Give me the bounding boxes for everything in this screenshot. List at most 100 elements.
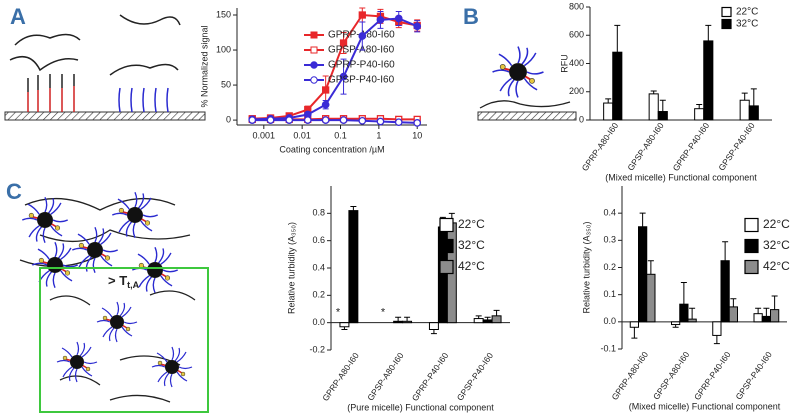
y-tick-label: 0.3 bbox=[603, 235, 616, 245]
point bbox=[413, 119, 422, 127]
point bbox=[376, 117, 385, 126]
y-tick-label: 0.8 bbox=[312, 208, 325, 218]
x-tick-label: 0.1 bbox=[334, 130, 347, 140]
bar bbox=[339, 322, 350, 328]
x-tick-label: GPRP-P40-I60 bbox=[692, 349, 733, 401]
x-tick-label: GPRP-A80-I60 bbox=[320, 350, 361, 402]
legend-swatch bbox=[439, 217, 454, 233]
legend-label: GPSP-P40-I60 bbox=[328, 75, 395, 86]
error-bar bbox=[722, 241, 729, 261]
bar bbox=[687, 318, 697, 323]
legend-label: 22°C bbox=[736, 7, 758, 18]
error-bar bbox=[705, 24, 712, 41]
error-bar bbox=[755, 307, 762, 314]
error-bar bbox=[771, 295, 778, 310]
y-tick-label: 0.1 bbox=[603, 289, 616, 299]
legend-label: 32°C bbox=[458, 238, 485, 252]
bar bbox=[703, 40, 714, 121]
y-tick-label: 150 bbox=[216, 9, 231, 19]
point bbox=[394, 14, 403, 23]
point bbox=[358, 11, 366, 19]
bar bbox=[679, 303, 689, 323]
error-bar bbox=[395, 316, 402, 322]
y-tick-label: -0.2 bbox=[309, 344, 325, 354]
bar bbox=[671, 321, 681, 326]
x-tick-label: GPRP-P40-I60 bbox=[671, 120, 712, 172]
x-tick-label: 0.001 bbox=[253, 130, 276, 140]
error-bar bbox=[713, 335, 720, 345]
x-axis-label: (Mixed micelle) Functional component bbox=[605, 172, 757, 182]
x-axis-label: (Pure micelle) Functional component bbox=[347, 402, 494, 412]
x-tick-label: GPSP-A80-I60 bbox=[365, 350, 406, 402]
error-bar bbox=[631, 327, 638, 339]
x-axis-label: Coating concentration /µM bbox=[279, 144, 384, 154]
error-bar bbox=[484, 316, 491, 320]
x-tick-label: 1 bbox=[376, 130, 381, 140]
bar bbox=[694, 108, 705, 121]
legend-label: 42°C bbox=[763, 259, 790, 273]
schematic-c: > Tt,A bbox=[19, 191, 209, 413]
bar bbox=[393, 320, 404, 324]
bar bbox=[770, 309, 780, 323]
y-tick-label: 100 bbox=[216, 44, 231, 54]
point bbox=[358, 32, 367, 40]
bar bbox=[348, 210, 359, 324]
legend-swatch bbox=[721, 6, 732, 18]
x-tick-label: GPRP-A80-I60 bbox=[580, 120, 621, 172]
bar bbox=[748, 105, 759, 121]
error-bar bbox=[350, 206, 357, 211]
error-bar bbox=[696, 103, 703, 109]
line bbox=[252, 119, 418, 124]
y-tick-label: 600 bbox=[569, 30, 584, 40]
error-bar bbox=[430, 329, 437, 335]
error-bar bbox=[614, 24, 621, 53]
error-bar bbox=[650, 90, 657, 94]
y-tick-label: 0.2 bbox=[312, 290, 325, 300]
y-tick-label: 0.0 bbox=[312, 317, 325, 327]
y-tick-label: 50 bbox=[221, 79, 231, 89]
annotation: * bbox=[336, 307, 341, 319]
point bbox=[413, 22, 422, 31]
y-tick-label: 200 bbox=[569, 86, 584, 96]
point bbox=[339, 39, 348, 47]
annotation: > Tt,A bbox=[108, 273, 140, 290]
bar bbox=[648, 93, 659, 121]
error-bar bbox=[647, 260, 654, 275]
bar bbox=[482, 319, 493, 324]
x-tick-label: GPSP-A80-I60 bbox=[625, 120, 666, 172]
point bbox=[394, 118, 403, 127]
point bbox=[248, 116, 257, 124]
legend-swatch bbox=[744, 259, 759, 275]
point bbox=[266, 116, 275, 124]
legend-label: 32°C bbox=[736, 19, 758, 30]
legend-marker bbox=[310, 31, 318, 39]
legend-swatch bbox=[439, 259, 454, 275]
bar bbox=[753, 313, 763, 323]
panel-label: C bbox=[6, 179, 22, 204]
point bbox=[358, 116, 367, 125]
y-tick-label: 0.6 bbox=[312, 235, 325, 245]
point bbox=[285, 116, 294, 124]
legend-label: GPRP-P40-I60 bbox=[328, 60, 395, 71]
error-bar bbox=[680, 281, 687, 305]
x-axis-label: (Mixed micelle) Functional component bbox=[629, 401, 781, 411]
error-bar bbox=[639, 212, 646, 227]
error-bar bbox=[689, 307, 696, 320]
y-tick-label: 0.4 bbox=[603, 208, 616, 218]
x-tick-label: GPSP-P40-I60 bbox=[455, 350, 496, 402]
bar bbox=[428, 322, 439, 330]
x-tick-label: GPSP-A80-I60 bbox=[651, 349, 692, 401]
y-tick-label: 0 bbox=[579, 114, 584, 124]
y-tick-label: 0.2 bbox=[603, 262, 616, 272]
y-tick-label: 800 bbox=[569, 1, 584, 11]
y-tick-label: -0.1 bbox=[600, 343, 616, 353]
error-bar bbox=[404, 316, 411, 322]
legend-swatch bbox=[744, 238, 759, 254]
legend-swatch bbox=[744, 217, 759, 233]
point bbox=[339, 72, 348, 81]
error-bar bbox=[493, 309, 500, 316]
error-bar bbox=[475, 315, 482, 319]
bar bbox=[739, 99, 750, 121]
y-tick-label: 0.4 bbox=[312, 262, 325, 272]
bar bbox=[657, 111, 668, 121]
